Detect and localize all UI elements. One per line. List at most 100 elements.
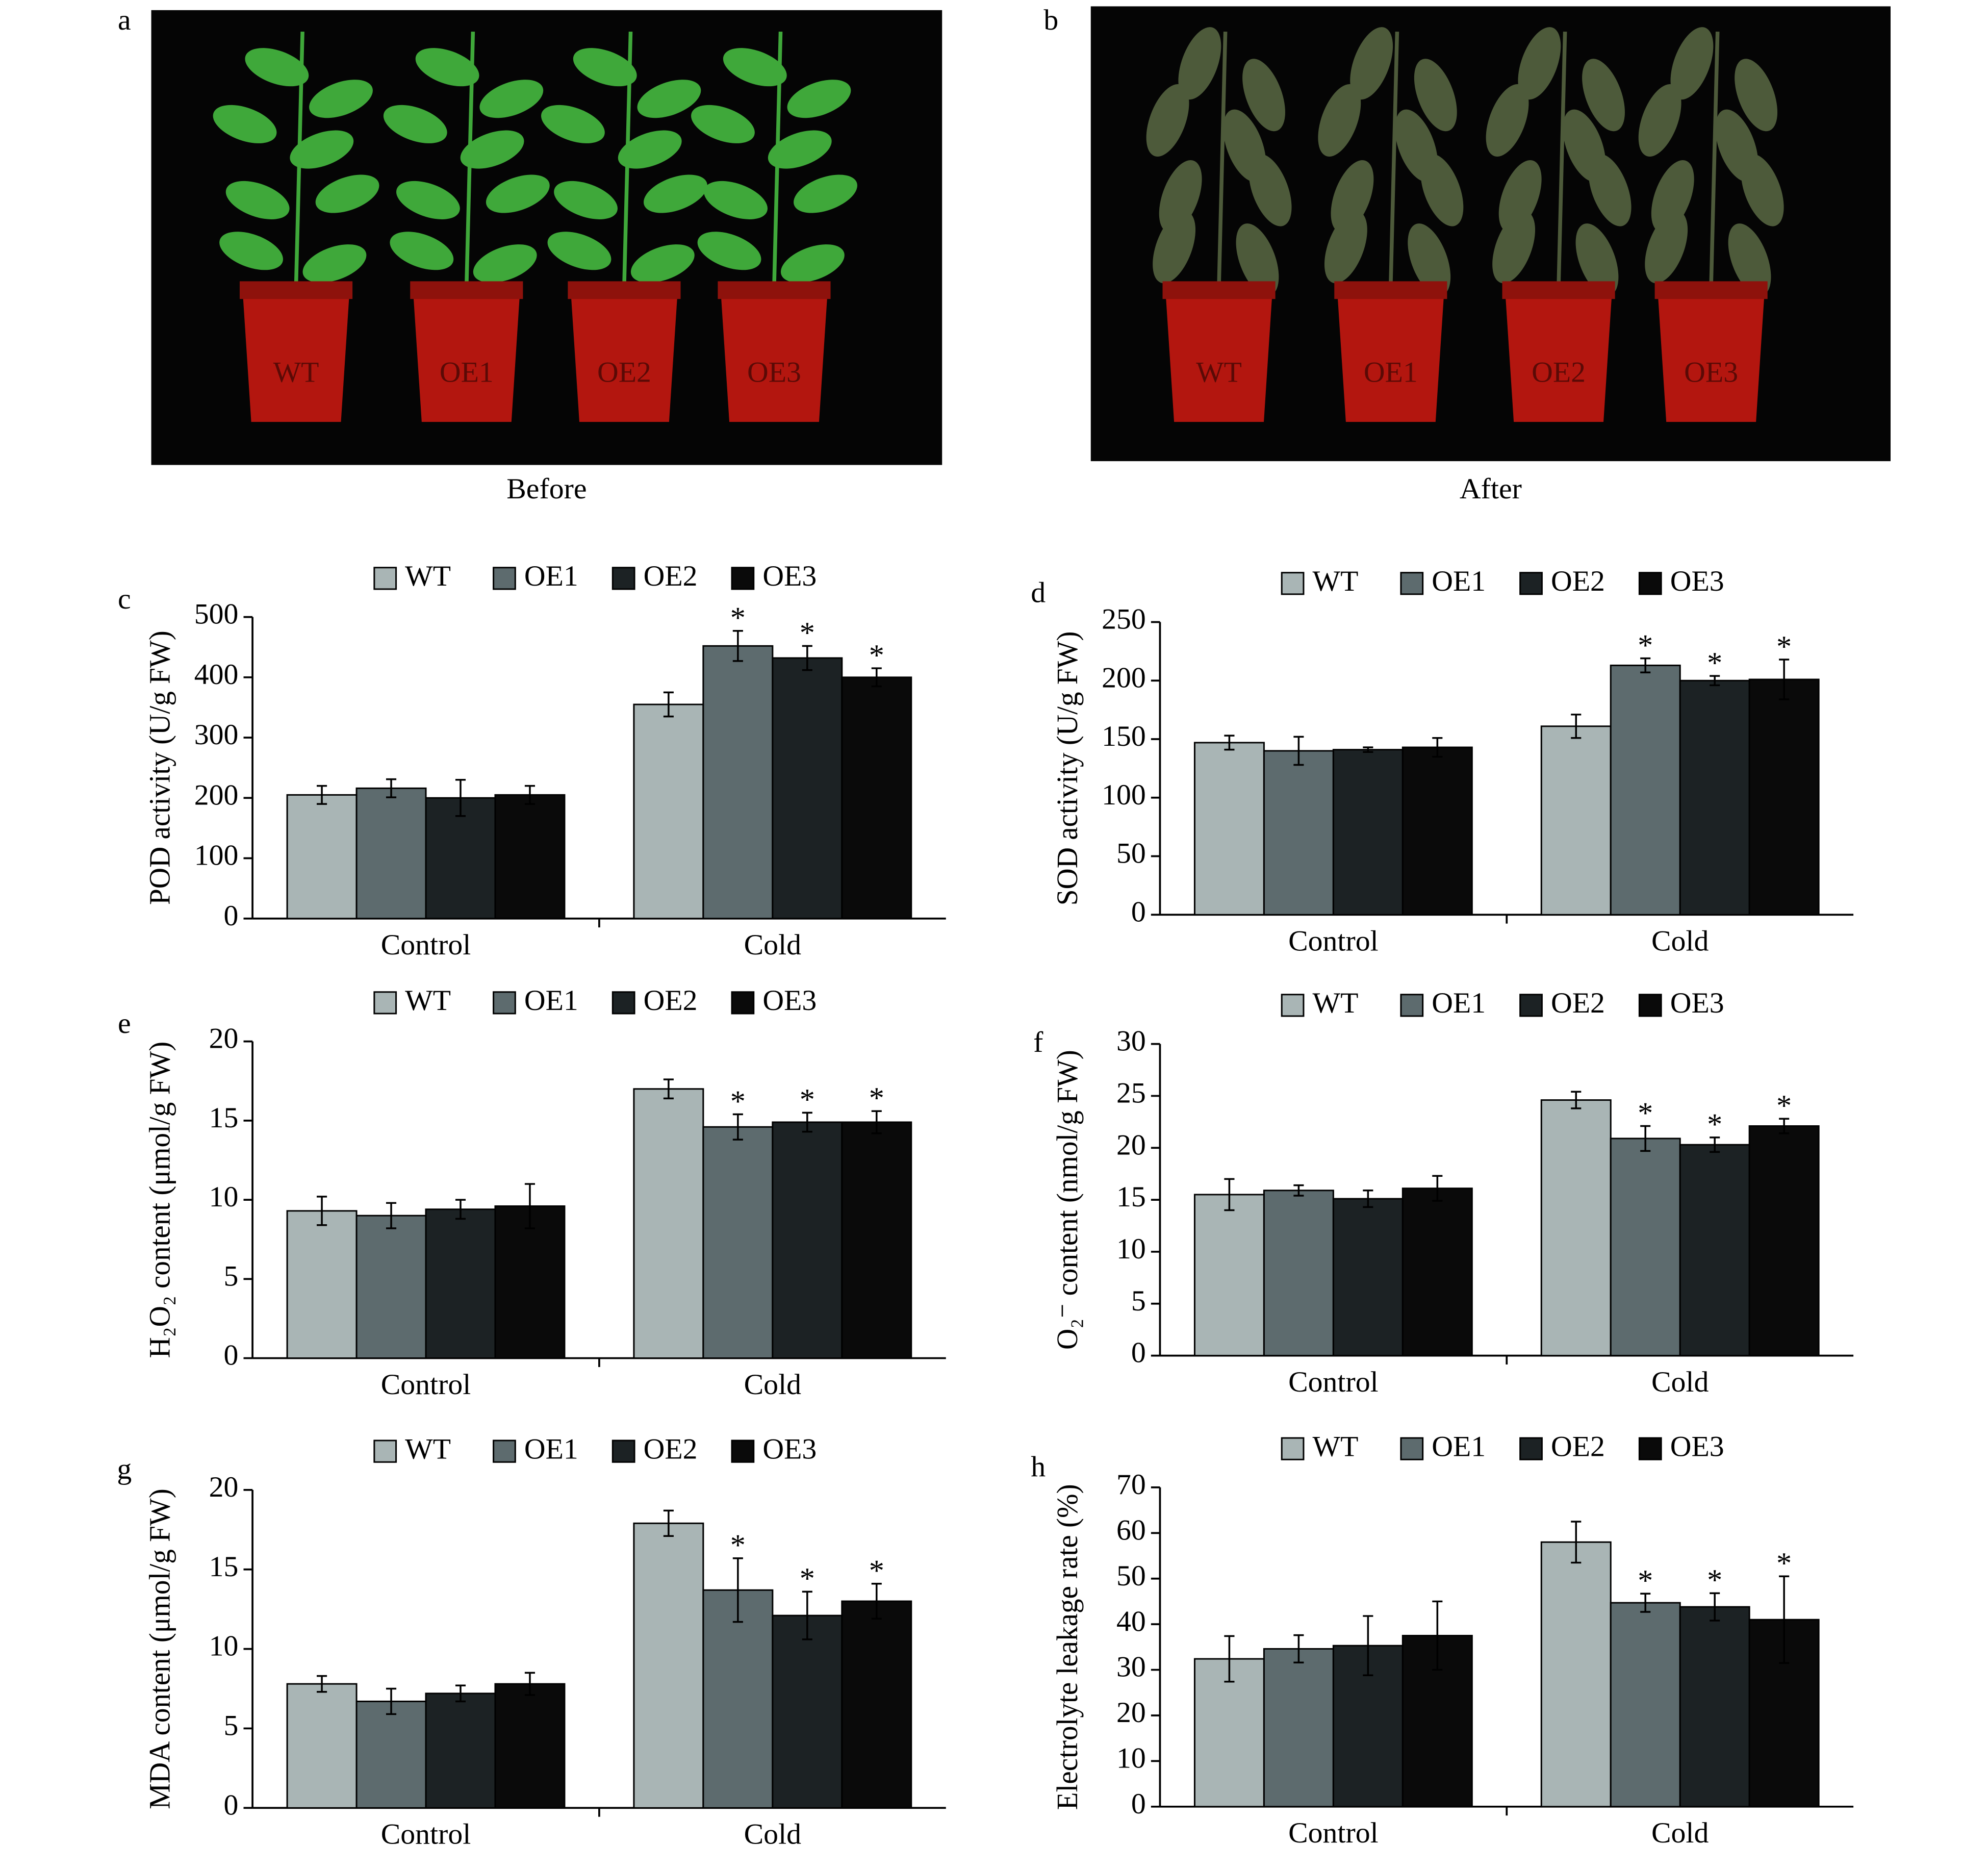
y-tick-label: 300 (194, 719, 239, 751)
y-tick-label: 200 (1102, 662, 1146, 694)
y-tick-label: 30 (1116, 1025, 1146, 1057)
leaf (1153, 211, 1196, 284)
significance-mark: * (1776, 629, 1792, 663)
significance-mark: * (1638, 1096, 1653, 1130)
bar (1679, 679, 1750, 916)
pot (1337, 285, 1445, 422)
legend-label: OE1 (524, 985, 578, 1017)
legend-swatch (1281, 994, 1305, 1017)
error-bar (455, 1684, 466, 1703)
error-bar (663, 1509, 674, 1537)
y-tick-label: 5 (1131, 1285, 1146, 1317)
leaf (302, 244, 367, 283)
leaf (1395, 109, 1438, 182)
legend-swatch (373, 567, 397, 590)
bar (772, 1614, 843, 1809)
legend-label: OE3 (762, 1433, 817, 1465)
y-tick-label: 5 (224, 1260, 239, 1293)
legend-swatch (1519, 994, 1543, 1017)
legend-label: WT (1313, 565, 1359, 597)
leaf (1582, 59, 1625, 132)
leaf (1223, 109, 1266, 182)
leaf (697, 232, 761, 270)
error-bar (663, 1078, 674, 1100)
pot-rim (1502, 281, 1615, 299)
leaf (1518, 27, 1561, 100)
panel-letter: g (117, 1454, 132, 1486)
leaf (213, 105, 277, 143)
leaf (723, 48, 787, 87)
leaf (1638, 84, 1681, 157)
bar (841, 1121, 912, 1359)
legend-swatch (1638, 994, 1662, 1017)
y-tick-label: 50 (1116, 1560, 1146, 1592)
x-tick-label: Cold (744, 929, 802, 961)
error-bar (1710, 1592, 1720, 1622)
y-tick-label: 0 (1131, 1337, 1146, 1369)
leaf (225, 181, 290, 219)
y-axis-label: POD activity (U/g FW) (144, 630, 176, 905)
leaf (1318, 84, 1361, 157)
significance-mark: * (730, 1084, 746, 1118)
bar (1679, 1144, 1750, 1357)
error-bar (1293, 736, 1304, 766)
leaf (554, 181, 618, 219)
panel-letter: h (1031, 1451, 1046, 1483)
error-bar (732, 1557, 743, 1623)
pot-rim (1162, 281, 1276, 299)
legend-swatch (493, 1439, 516, 1463)
leaf (780, 244, 845, 283)
legend-label: OE1 (1432, 1431, 1486, 1463)
error-bar (524, 785, 536, 805)
y-tick-label: 15 (209, 1102, 239, 1134)
significance-mark: * (869, 638, 884, 672)
pot-label: WT (1196, 357, 1242, 389)
x-tick-label: Control (1288, 925, 1379, 957)
legend-label: OE2 (644, 985, 698, 1017)
legend-swatch (731, 567, 755, 590)
y-tick-label: 20 (209, 1471, 239, 1503)
pot (1657, 285, 1765, 422)
panel-letter: c (118, 583, 131, 615)
significance-mark: * (800, 616, 815, 649)
bar (772, 1121, 843, 1359)
leaf (1408, 223, 1451, 296)
y-tick-label: 20 (209, 1023, 239, 1055)
y-tick-label: 15 (209, 1551, 239, 1583)
bar (1401, 1187, 1473, 1357)
legend-swatch (611, 1439, 635, 1463)
y-axis-label: SOD activity (U/g FW) (1052, 631, 1084, 906)
legend-swatch (731, 991, 755, 1015)
leaf (1178, 27, 1221, 100)
pot-label: OE2 (597, 357, 651, 389)
error-bar (802, 645, 812, 671)
error-bar (1224, 735, 1235, 751)
significance-mark: * (730, 601, 746, 635)
panel-letter: e (118, 1007, 131, 1040)
pot (1505, 285, 1613, 422)
bar (425, 1208, 496, 1359)
legend-swatch (373, 1439, 397, 1463)
bar (633, 703, 704, 920)
error-bar (386, 1202, 397, 1229)
error-bar (871, 1583, 882, 1620)
bar (494, 794, 566, 920)
pot (413, 285, 521, 422)
bar (702, 1589, 774, 1809)
error-bar (871, 667, 882, 688)
leaf (315, 174, 379, 213)
bar (1263, 750, 1334, 916)
legend-label: OE2 (1551, 565, 1605, 597)
pot (720, 285, 828, 422)
error-bar (1293, 1634, 1304, 1664)
leaf (637, 80, 701, 118)
plant-stem (1389, 32, 1399, 285)
pot-rim (1654, 281, 1768, 299)
significance-mark: * (1707, 1107, 1722, 1141)
photo-caption: Before (506, 473, 587, 505)
y-tick-label: 15 (1116, 1181, 1146, 1214)
bar (355, 1700, 427, 1809)
error-bar (1363, 1615, 1373, 1677)
leaf (1236, 223, 1279, 296)
